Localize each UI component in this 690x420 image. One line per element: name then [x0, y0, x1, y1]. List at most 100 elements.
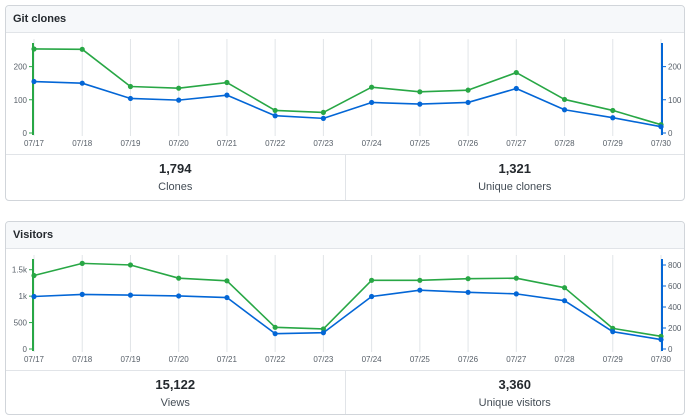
- unique-visitors-total: 3,360 Unique visitors: [344, 371, 685, 414]
- x-tick-label: 07/27: [506, 139, 527, 148]
- data-point: [465, 99, 471, 106]
- data-point: [561, 107, 568, 113]
- x-tick-label: 07/22: [265, 139, 286, 148]
- x-tick-label: 07/28: [555, 355, 576, 364]
- data-point: [320, 330, 326, 336]
- data-point: [31, 293, 37, 300]
- data-point: [465, 289, 471, 295]
- x-tick-label: 07/19: [120, 355, 141, 364]
- data-point: [513, 275, 519, 281]
- left-axis-tick-label: 1k: [19, 292, 28, 301]
- clones-total: 1,794 Clones: [6, 155, 345, 200]
- data-point: [417, 277, 423, 283]
- x-tick-label: 07/21: [217, 355, 238, 364]
- right-axis-tick-label: 600: [668, 282, 682, 291]
- x-tick-label: 07/29: [603, 355, 624, 364]
- visitors-title: Visitors: [6, 222, 684, 249]
- x-tick-label: 07/28: [555, 139, 576, 148]
- series-line-unique: [33, 80, 662, 128]
- views-total-value: 15,122: [155, 376, 196, 392]
- visitors-chart-svg: 0 500 1k 1.5k 0 200 400 600 800 07/17 07/18 07/19 07…: [12, 255, 682, 364]
- data-point: [513, 85, 519, 92]
- data-point: [176, 85, 182, 91]
- data-point: [127, 83, 134, 90]
- data-point: [320, 115, 326, 121]
- x-tick-label: 07/19: [120, 139, 141, 148]
- data-point: [465, 87, 471, 93]
- x-tick-label: 07/20: [169, 139, 190, 148]
- x-tick-label: 07/18: [72, 139, 93, 148]
- right-axis-tick-label: 0: [668, 345, 673, 354]
- data-point: [79, 260, 85, 266]
- right-axis-tick-label: 100: [668, 96, 682, 105]
- data-point: [224, 92, 230, 98]
- x-tick-label: 07/24: [362, 139, 383, 148]
- data-point: [224, 294, 230, 301]
- left-axis-tick-label: 0: [23, 129, 28, 138]
- views-total: 15,122 Views: [6, 371, 345, 414]
- data-point: [79, 46, 85, 52]
- series-line-unique: [33, 289, 662, 341]
- unique-cloners-total-label: Unique cloners: [478, 180, 552, 193]
- data-point: [79, 291, 85, 297]
- clones-total-value: 1,794: [158, 160, 192, 176]
- data-point: [272, 113, 278, 119]
- data-point: [272, 107, 278, 114]
- x-tick-label: 07/21: [217, 139, 238, 148]
- series-line-primary: [33, 262, 662, 338]
- x-tick-label: 07/30: [651, 355, 672, 364]
- data-point: [369, 99, 375, 106]
- visitors-stats: 15,122 Views 3,360 Unique visitors: [6, 370, 685, 414]
- data-point: [369, 293, 375, 300]
- data-point: [31, 78, 37, 85]
- right-axis-tick-label: 800: [668, 261, 682, 270]
- left-axis-tick-label: 100: [14, 96, 28, 105]
- data-point: [417, 89, 423, 95]
- series-line-primary: [33, 48, 662, 126]
- git-clones-chart: 0 100 200 0 100 200 07/17 07/18 07/19 07/20 07/21 0…: [6, 33, 684, 154]
- git-clones-title: Git clones: [6, 6, 684, 33]
- unique-visitors-total-value: 3,360: [498, 376, 532, 392]
- left-axis-tick-label: 200: [14, 63, 28, 72]
- x-tick-label: 07/30: [651, 139, 672, 148]
- x-tick-label: 07/29: [603, 139, 624, 148]
- x-tick-label: 07/27: [506, 355, 527, 364]
- visitors-chart: 0 500 1k 1.5k 0 200 400 600 800 07/17 07/18 07/19 07…: [6, 249, 684, 370]
- data-point: [224, 79, 230, 86]
- data-point: [513, 291, 519, 297]
- x-tick-label: 07/17: [24, 355, 45, 364]
- data-point: [320, 109, 326, 116]
- data-point: [561, 298, 568, 304]
- data-point: [79, 80, 85, 86]
- data-point: [369, 277, 375, 283]
- clones-total-label: Clones: [158, 180, 193, 193]
- x-tick-label: 07/23: [313, 139, 334, 148]
- views-total-label: Views: [160, 396, 190, 409]
- data-point: [369, 84, 375, 90]
- x-tick-label: 07/25: [410, 355, 431, 364]
- data-point: [513, 69, 519, 76]
- left-axis-tick-label: 500: [14, 319, 28, 328]
- left-axis-tick-label: 0: [23, 345, 28, 354]
- x-tick-label: 07/24: [362, 355, 383, 364]
- data-point: [610, 107, 616, 114]
- data-point: [31, 46, 37, 52]
- unique-visitors-total-label: Unique visitors: [478, 396, 551, 409]
- data-point: [127, 292, 134, 298]
- x-tick-label: 07/23: [313, 355, 334, 364]
- data-point: [272, 324, 278, 330]
- x-tick-label: 07/26: [458, 139, 479, 148]
- data-point: [465, 276, 471, 282]
- data-point: [417, 287, 423, 293]
- data-point: [561, 285, 568, 291]
- data-point: [127, 95, 134, 102]
- x-tick-label: 07/22: [265, 355, 286, 364]
- data-point: [31, 272, 37, 279]
- right-axis-tick-label: 0: [668, 129, 673, 138]
- data-point: [224, 278, 230, 284]
- x-tick-label: 07/26: [458, 355, 479, 364]
- x-tick-label: 07/17: [24, 139, 45, 148]
- unique-cloners-total-value: 1,321: [498, 160, 532, 176]
- unique-cloners-total: 1,321 Unique cloners: [344, 155, 685, 200]
- data-point: [176, 293, 182, 299]
